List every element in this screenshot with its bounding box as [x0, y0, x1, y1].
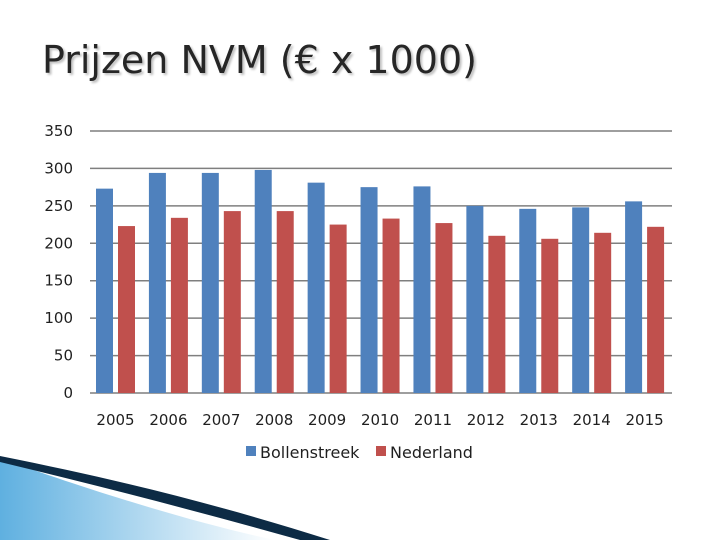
legend-label-bollenstreek: Bollenstreek [260, 443, 360, 462]
bar-bollenstreek-2006 [148, 172, 166, 393]
bar-nederland-2013 [541, 238, 559, 393]
bar-bollenstreek-2009 [307, 182, 325, 393]
legend-swatch-bollenstreek [246, 446, 256, 456]
x-tick-label: 2010 [361, 411, 399, 429]
x-tick-label: 2009 [308, 411, 346, 429]
bar-nederland-2010 [382, 218, 400, 393]
y-tick-label: 250 [44, 197, 73, 215]
bar-nederland-2006 [170, 217, 188, 393]
bar-bollenstreek-2005 [96, 188, 113, 393]
swoosh-dark-stroke [0, 456, 330, 540]
bar-bollenstreek-2012 [466, 205, 484, 393]
bar-nederland-2014 [594, 232, 612, 393]
bar-nederland-2012 [488, 235, 506, 393]
bar-nederland-2005 [118, 226, 135, 393]
bar-bollenstreek-2007 [201, 172, 219, 393]
y-tick-label: 350 [44, 122, 73, 140]
x-tick-label: 2007 [202, 411, 240, 429]
bar-bollenstreek-2011 [413, 186, 431, 393]
x-axis-tick-labels: 2005 2006 2007 2008 2009 2010 2011 2012 2013 2014… [96, 411, 663, 429]
x-tick-label: 2008 [255, 411, 293, 429]
bar-nederland-2008 [276, 211, 294, 393]
legend-label-nederland: Nederland [390, 443, 473, 462]
x-tick-label: 2005 [96, 411, 134, 429]
y-tick-label: 200 [44, 234, 73, 252]
bar-nederland-2007 [223, 211, 241, 393]
bar-bollenstreek-2010 [360, 187, 378, 393]
bar-bollenstreek-2014 [572, 207, 590, 393]
bar-nederland-2011 [435, 223, 453, 393]
y-tick-label: 300 [44, 159, 73, 177]
x-tick-label: 2006 [149, 411, 187, 429]
bar-bollenstreek-2015 [625, 201, 643, 393]
bar-bollenstreek-2013 [519, 208, 537, 393]
y-tick-label: 50 [54, 347, 73, 365]
y-tick-label: 100 [44, 309, 73, 327]
x-tick-label: 2015 [625, 411, 663, 429]
bar-bollenstreek-2008 [254, 169, 272, 393]
y-tick-label: 150 [44, 272, 73, 290]
bar-nederland-2015 [647, 226, 665, 393]
x-tick-label: 2014 [573, 411, 611, 429]
x-tick-label: 2011 [414, 411, 452, 429]
slide-title: Prijzen NVM (€ x 1000) [42, 38, 477, 82]
legend-swatch-nederland [376, 446, 386, 456]
bars [96, 169, 665, 393]
x-tick-label: 2012 [467, 411, 505, 429]
swoosh-light-shape [0, 458, 275, 540]
y-tick-label: 0 [63, 384, 73, 402]
bar-nederland-2009 [329, 224, 347, 393]
legend: Bollenstreek Nederland [246, 443, 473, 462]
y-axis-tick-labels: 0 50 100 150 200 250 300 350 [44, 122, 73, 402]
x-tick-label: 2013 [520, 411, 558, 429]
